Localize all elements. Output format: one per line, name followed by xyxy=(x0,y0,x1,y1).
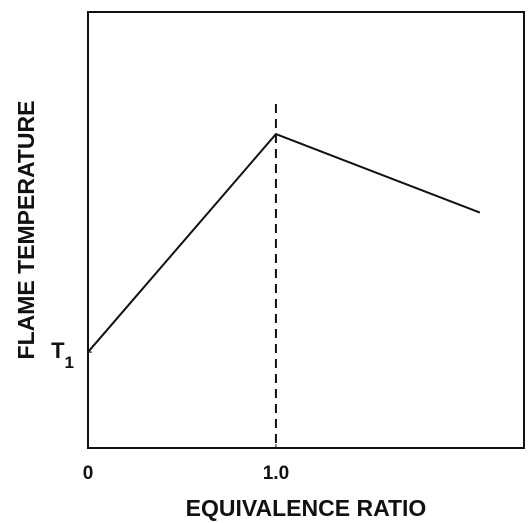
y-tick-label: T1 xyxy=(51,338,74,373)
plot-frame xyxy=(87,11,525,449)
x-tick-label: 1.0 xyxy=(263,463,289,484)
x-axis-label: EQUIVALENCE RATIO xyxy=(186,495,427,521)
y-axis-label: FLAME TEMPERATURE xyxy=(13,101,39,360)
data-line xyxy=(87,132,481,353)
x-tick-label: 0 xyxy=(83,463,94,484)
